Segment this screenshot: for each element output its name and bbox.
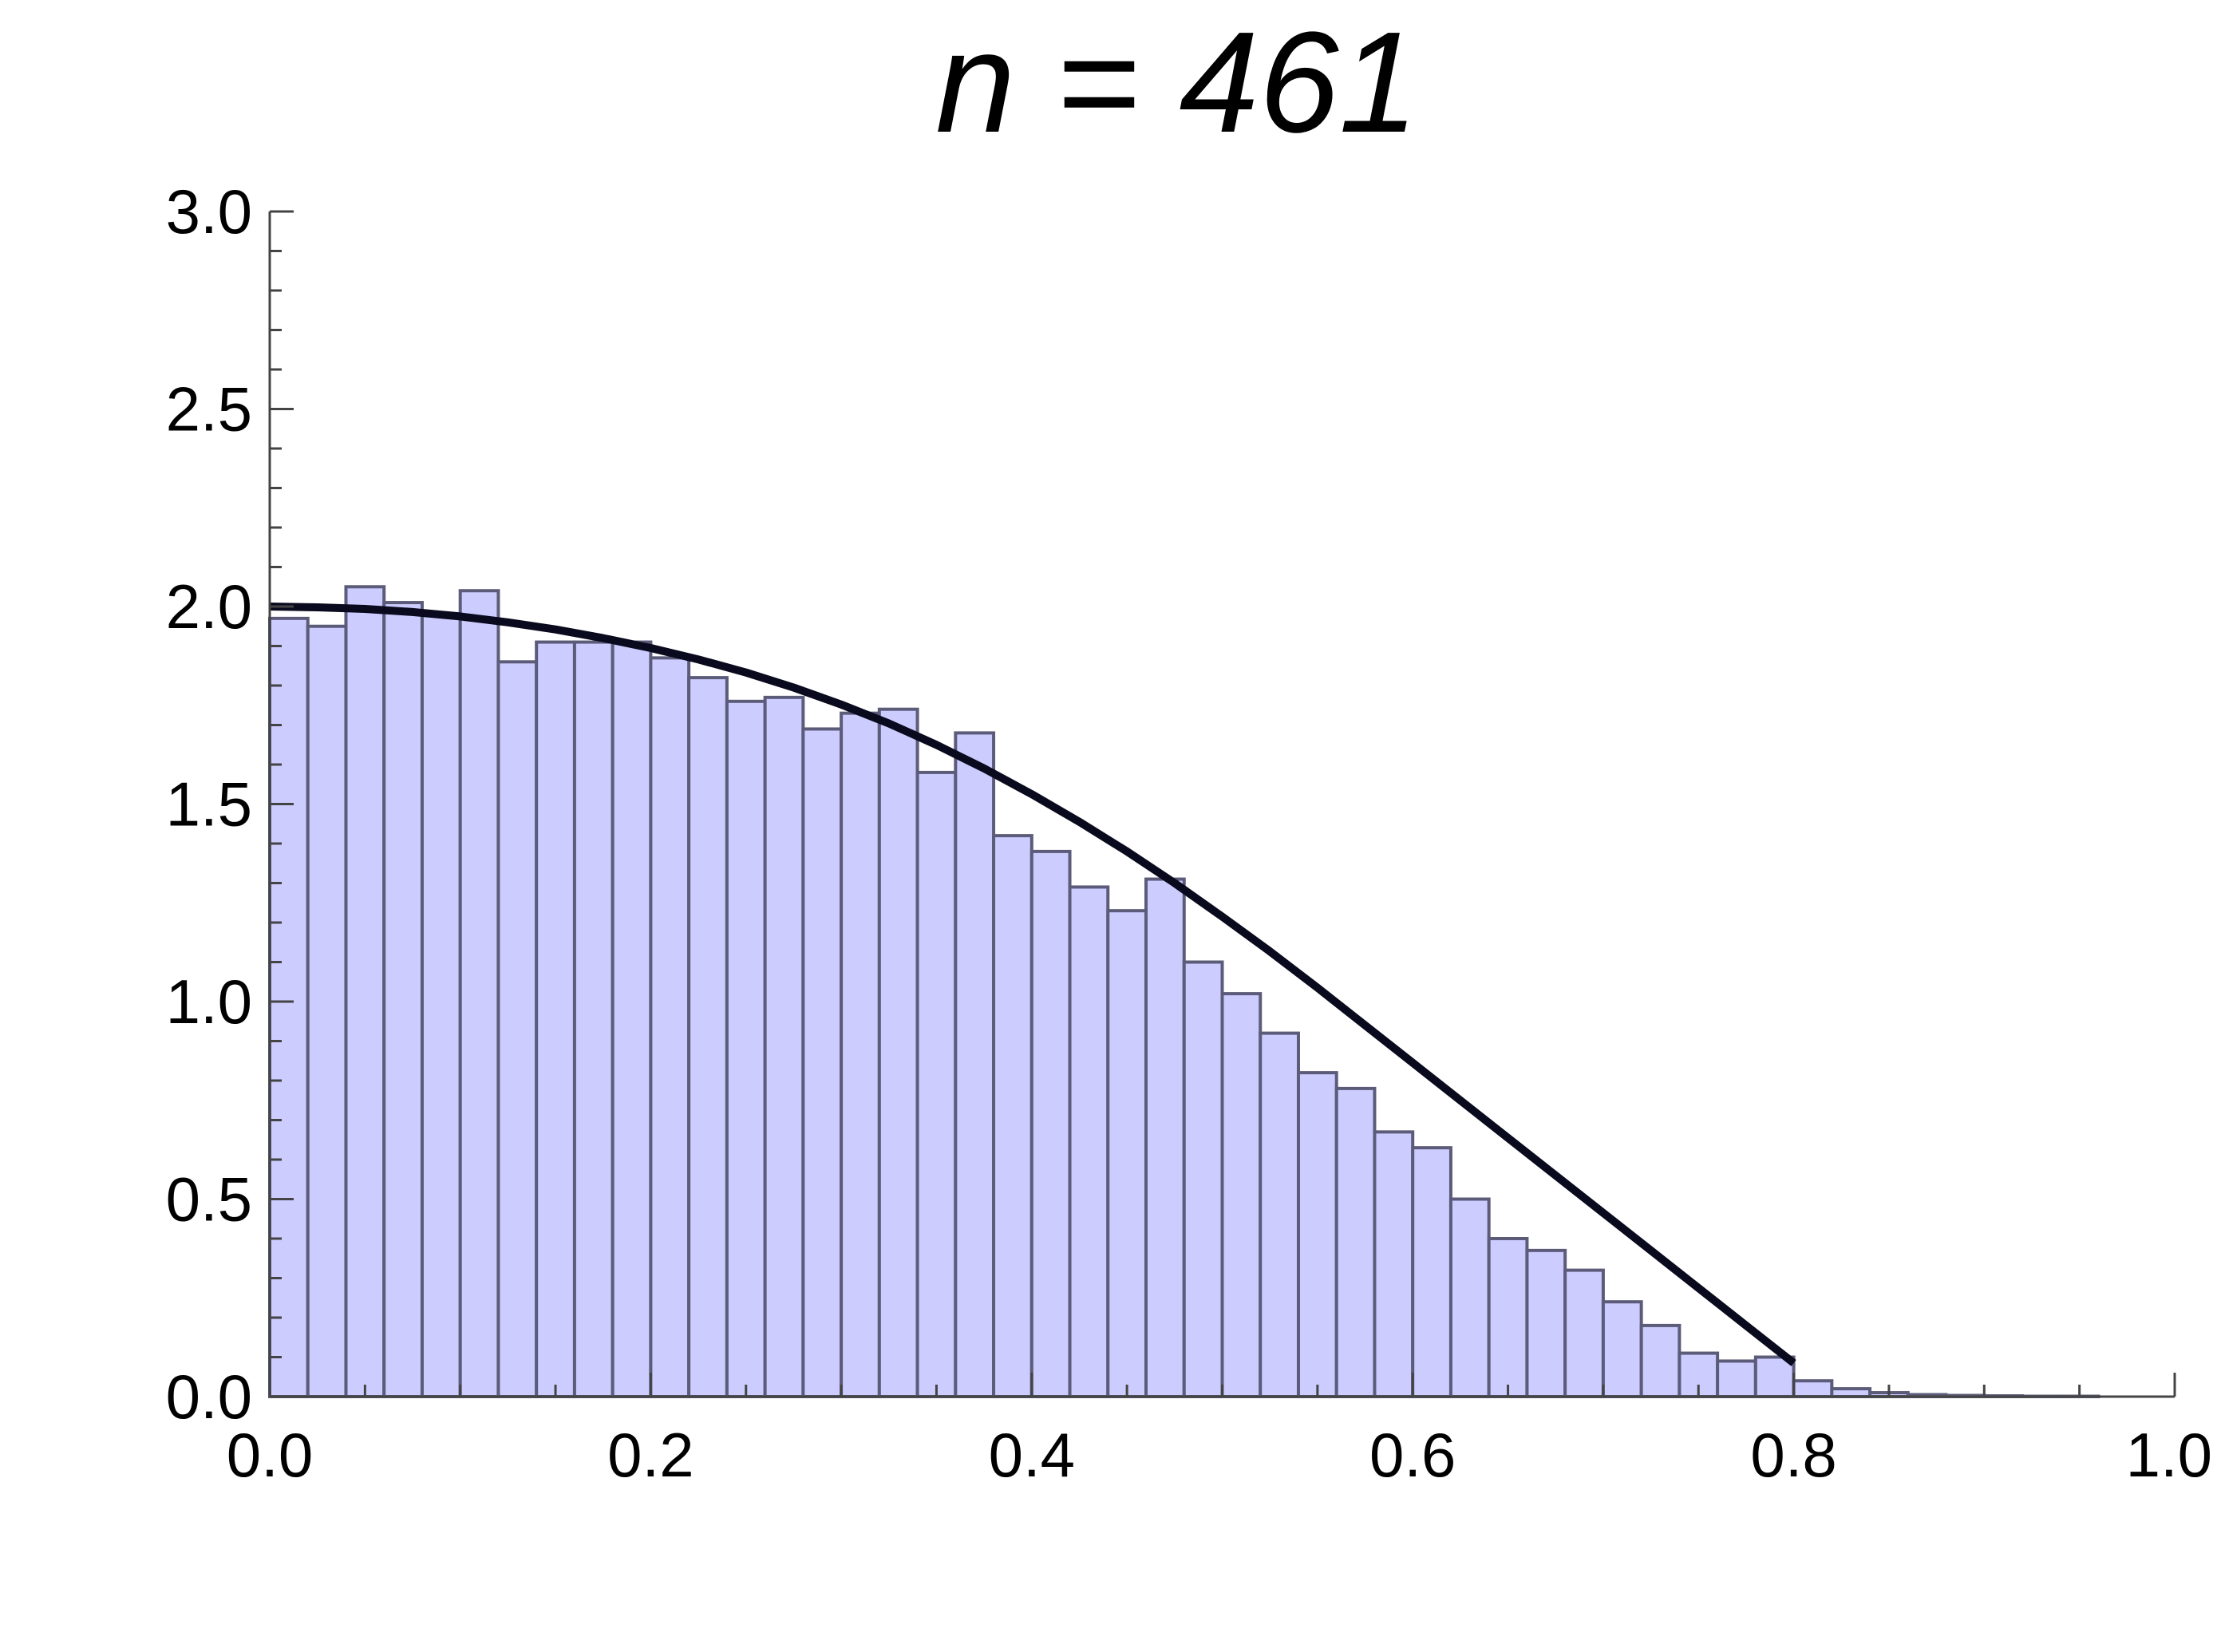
axis-ticks: [268, 210, 2176, 1398]
histogram-bar: [992, 834, 1033, 1398]
y-tick-label: 3.0: [166, 176, 252, 247]
histogram-bar: [1144, 877, 1186, 1399]
histogram-bar: [649, 656, 691, 1398]
x-tick-label: 0.6: [1369, 1420, 1456, 1490]
histogram-bar: [1563, 1268, 1605, 1398]
histogram-bar: [1639, 1323, 1682, 1399]
histogram-bar: [877, 707, 919, 1398]
histogram-bar: [1106, 909, 1148, 1398]
density-curve: [269, 603, 1796, 1366]
histogram-bar: [420, 612, 462, 1398]
y-tick-label: 2.5: [166, 374, 252, 445]
histogram-bar: [268, 616, 310, 1398]
histogram-bar: [1487, 1237, 1529, 1398]
histogram-bar: [1334, 1086, 1377, 1399]
chart-title: n = 461: [935, 2, 1419, 163]
histogram-bar: [687, 676, 729, 1398]
x-tick-label: 0.8: [1750, 1420, 1836, 1490]
histogram-bar: [611, 640, 653, 1398]
histogram-bar: [1029, 849, 1072, 1398]
histogram-bar: [458, 589, 500, 1398]
y-tick-label: 2.0: [166, 571, 252, 642]
y-tick-label: 0.5: [166, 1164, 252, 1235]
histogram-bar: [1296, 1071, 1338, 1398]
histogram-bar: [1716, 1359, 1757, 1398]
histogram-bar: [535, 640, 576, 1398]
histogram-bar: [344, 585, 386, 1398]
histogram-bar: [954, 731, 996, 1398]
y-tick-label: 0.0: [166, 1362, 252, 1432]
histogram-bar: [1182, 960, 1224, 1398]
y-tick-label: 1.0: [166, 966, 252, 1037]
histogram-bar: [915, 770, 958, 1398]
y-tick-label: 1.5: [166, 769, 252, 840]
histogram-bar: [306, 624, 348, 1398]
histogram-bar: [763, 695, 805, 1398]
histogram-bar: [1411, 1146, 1452, 1399]
histogram-bars: [268, 585, 2100, 1399]
histogram-bar: [840, 711, 881, 1398]
histogram-bar: [1525, 1248, 1567, 1398]
x-tick-label: 0.0: [227, 1420, 313, 1490]
histogram-bar: [1259, 1031, 1300, 1398]
histogram-bar: [382, 601, 424, 1398]
histogram-bar: [1448, 1197, 1491, 1398]
histogram-bar: [572, 640, 615, 1398]
histogram-bar: [801, 727, 844, 1398]
x-tick-label: 0.2: [607, 1420, 694, 1490]
histogram-bar: [1792, 1379, 1834, 1398]
histogram-bar: [1373, 1130, 1415, 1398]
histogram-bar: [1601, 1300, 1643, 1398]
axis-tick-labels: 0.0 0.5 1.0 1.5 2.0 2.5 3.0 0.0 0.2 0.4 0.6 0.8 1.0: [166, 176, 2212, 1490]
histogram-bar: [1068, 885, 1110, 1398]
histogram-bar: [1220, 992, 1263, 1398]
x-tick-label: 1.0: [2126, 1420, 2212, 1490]
histogram-bar: [725, 699, 767, 1398]
histogram-bar: [496, 660, 539, 1398]
x-tick-label: 0.4: [989, 1420, 1075, 1490]
